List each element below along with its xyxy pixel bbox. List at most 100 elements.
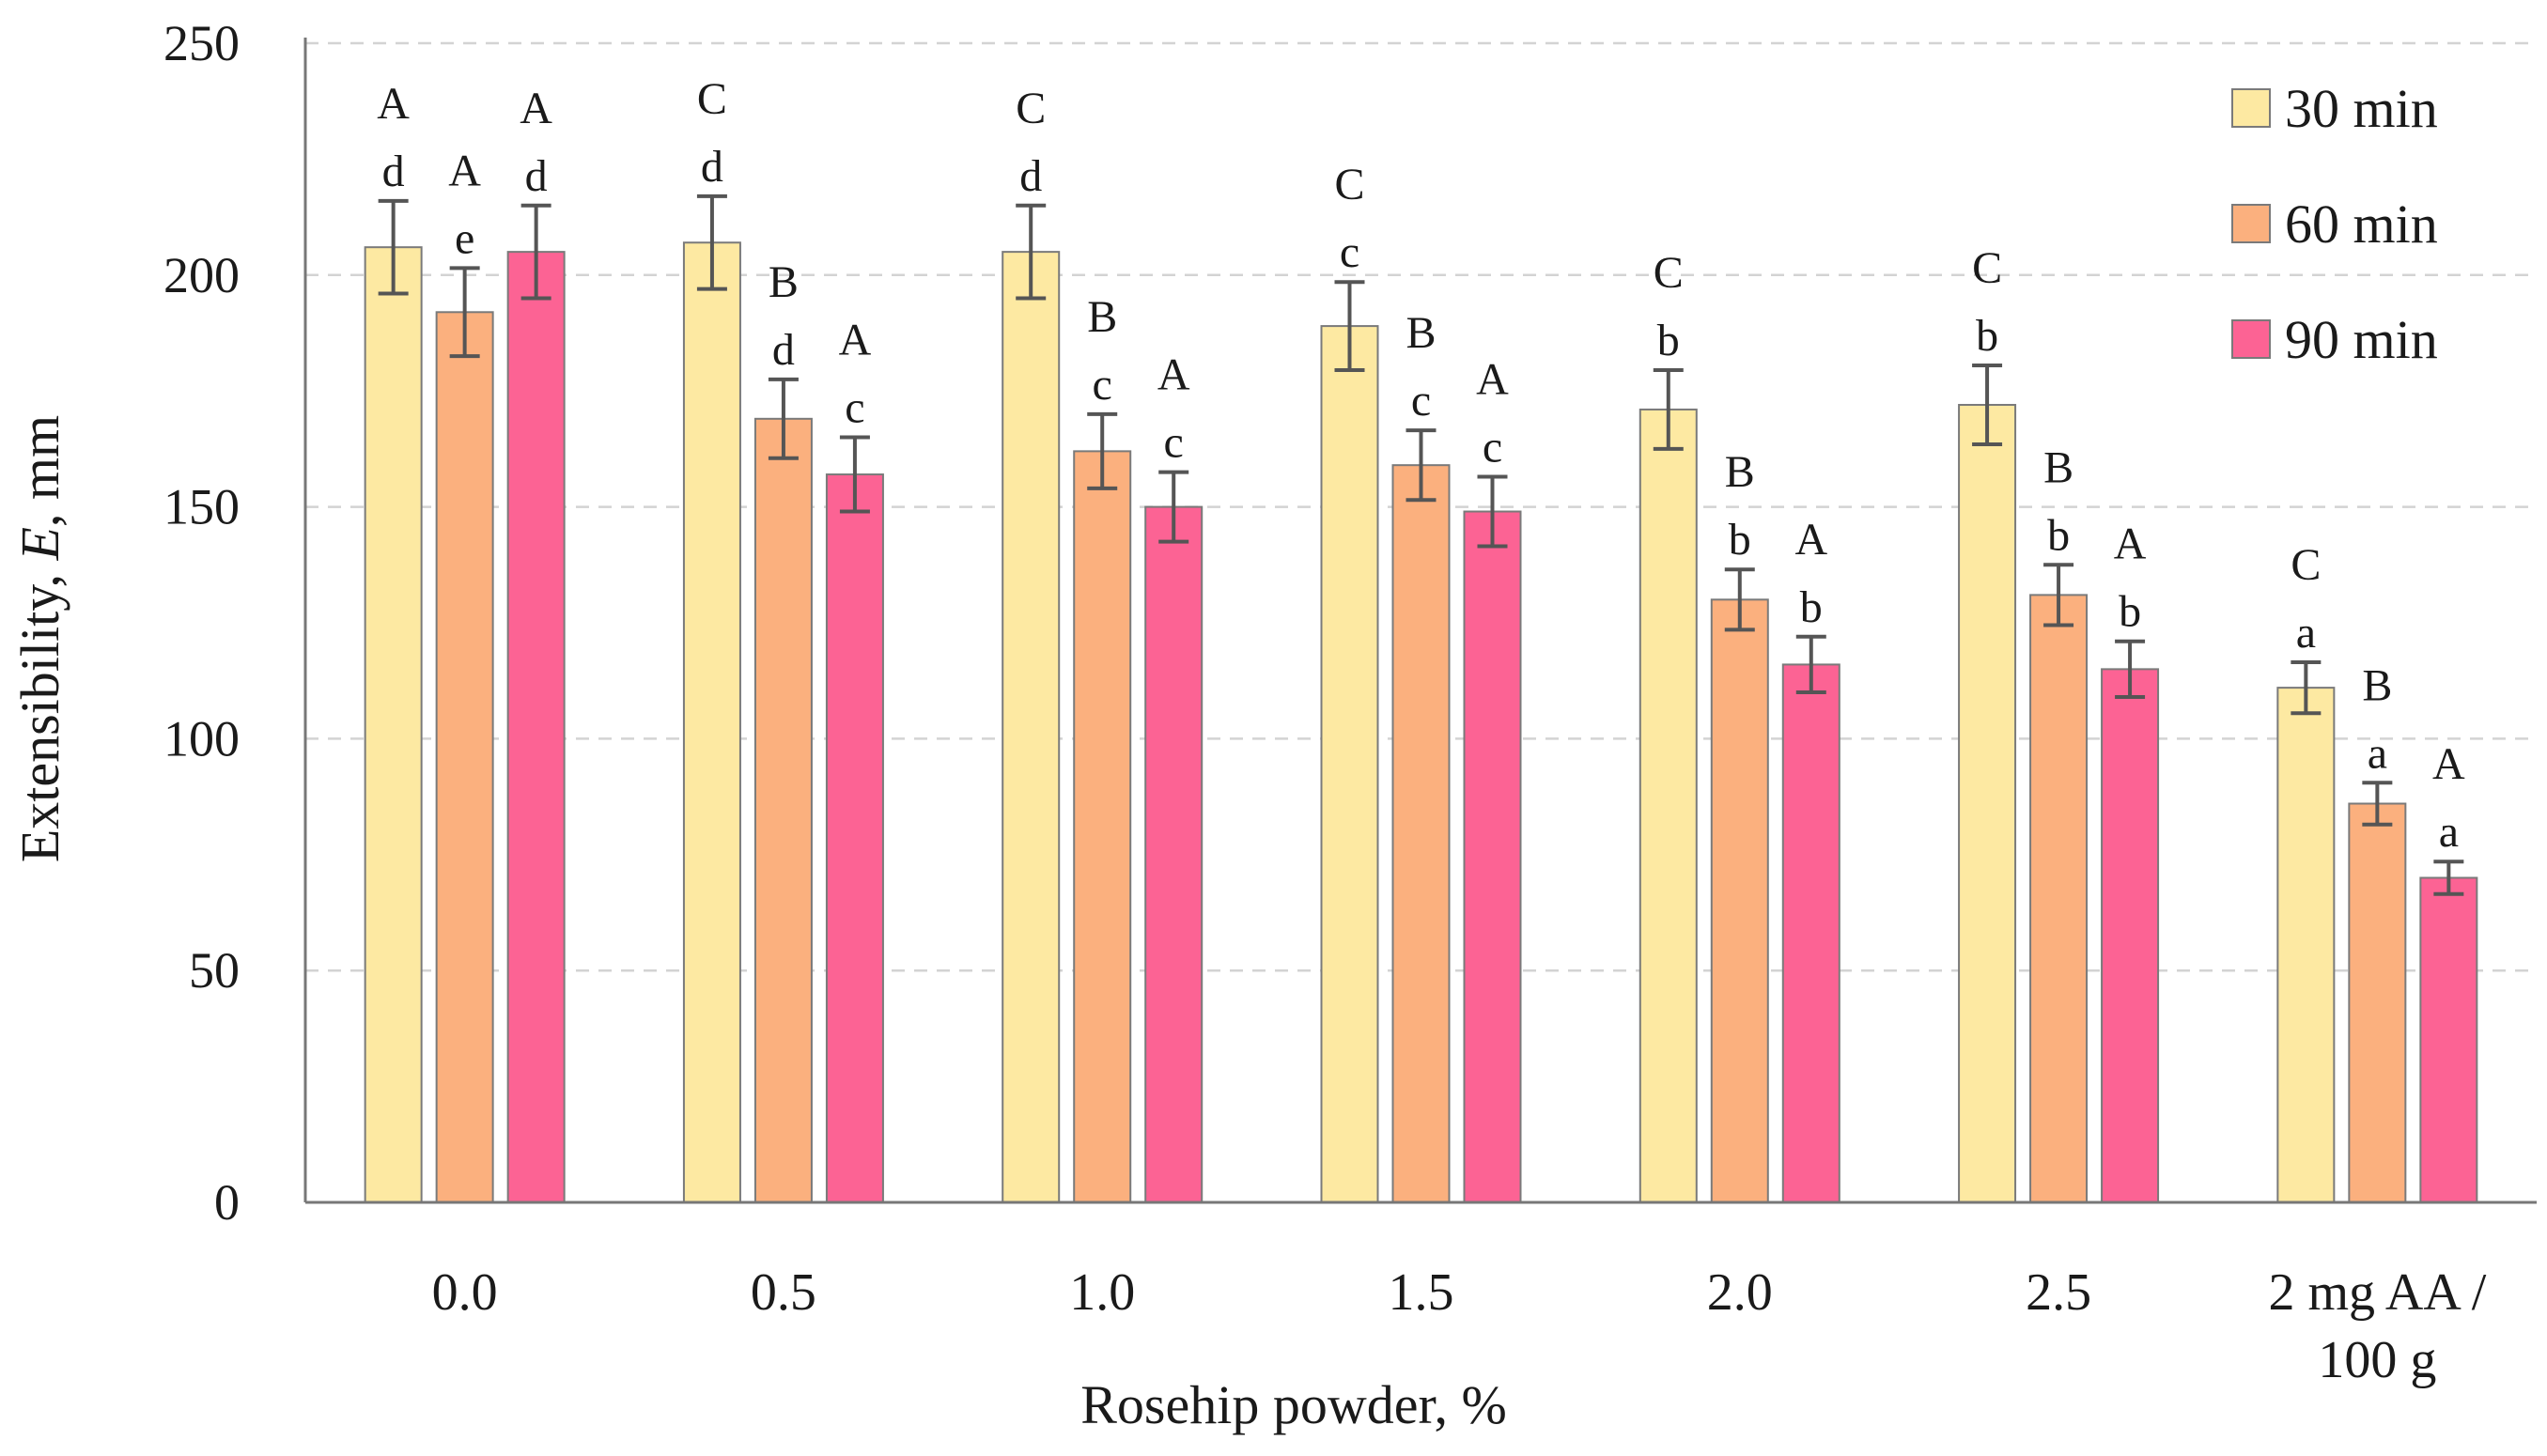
significance-letter-lower: b [2119,587,2141,637]
x-tick-label-line: 100 g [2318,1331,2436,1389]
bar [1320,325,1379,1203]
bar [2276,687,2336,1203]
significance-letter-upper: B [1725,447,1755,497]
bar [506,251,566,1203]
legend-swatch [2231,88,2271,128]
significance-letter-upper: B [769,257,799,307]
bar [753,417,813,1204]
x-axis-title: Rosehip powder, % [1080,1374,1507,1435]
significance-letter-lower: b [1800,582,1823,632]
x-tick-label-line: 1.0 [1069,1263,1135,1322]
significance-letter-lower: c [1411,376,1431,426]
x-category-labels: 0.0 0.5 1.0 1.5 2.0 2.5 2 mg AA / 100 g [432,1263,2487,1389]
significance-letter-upper: B [1087,292,1117,342]
significance-letters: dAdCdCcCbCbCaCeAdBcBcBbBbBaBdAcAcAcAbAbA… [377,74,2465,857]
bar [2419,876,2478,1203]
y-tick-label: 250 [163,15,240,71]
legend-label: 30 min [2285,78,2438,139]
significance-letter-upper: C [1972,243,2002,293]
y-tick-label: 200 [163,247,240,303]
bar [825,473,884,1204]
significance-letter-upper: C [1654,248,1684,298]
significance-letter-lower: d [1019,151,1042,201]
significance-letter-upper: A [448,146,481,195]
significance-letter-lower: b [1976,311,1998,361]
significance-letter-upper: C [1334,160,1364,209]
x-tick-label: 0.5 [751,1263,816,1322]
significance-letter-upper: B [1406,308,1436,358]
significance-letter-lower: d [382,147,405,196]
significance-letter-upper: A [520,84,552,133]
significance-letter-upper: A [1157,350,1190,400]
legend-swatch [2231,319,2271,359]
significance-letter-lower: e [455,213,474,263]
x-tick-label: 1.0 [1069,1263,1135,1322]
x-tick-label: 1.5 [1389,1263,1454,1322]
bar [1781,663,1840,1203]
significance-letter-lower: a [2439,807,2459,857]
significance-letter-upper: A [1794,515,1827,565]
legend-label: 90 min [2285,309,2438,370]
y-axis-title-part: Extensibility, [9,561,70,863]
y-axis-title-variable: E [9,527,70,561]
x-tick-label: 2.0 [1707,1263,1773,1322]
significance-letter-upper: C [1016,84,1046,133]
error-bars [378,194,2464,896]
bar [1002,251,1061,1203]
bar [435,311,494,1203]
bar [1638,408,1698,1204]
significance-letter-upper: B [2362,660,2392,710]
significance-letter-lower: c [1483,423,1502,472]
y-tick-label: 50 [189,942,240,999]
significance-letter-lower: a [2296,608,2316,658]
x-tick-label: 0.0 [432,1263,498,1322]
significance-letter-lower: b [1729,515,1751,565]
legend-label: 60 min [2285,194,2438,255]
significance-letter-lower: d [701,142,723,192]
x-tick-label-line: 0.0 [432,1263,498,1322]
bar [364,246,423,1203]
axes [303,38,2537,1204]
y-axis-title: Extensibility, E, mm [9,415,70,862]
x-tick-label-line: 2 mg AA / [2268,1263,2486,1322]
significance-letter-lower: c [1093,360,1112,410]
bars [364,241,2478,1204]
bar [682,241,741,1203]
y-axis-title-unit: , mm [9,415,70,527]
bar [1958,404,2017,1203]
bar [2029,594,2089,1203]
x-tick-label-line: 0.5 [751,1263,816,1322]
significance-letter-upper: A [839,316,872,365]
bar [1073,450,1132,1204]
y-tick-labels: 0 50 100 150 200 250 [163,15,240,1231]
x-tick-label: 2 mg AA / 100 g [2268,1263,2486,1389]
y-tick-label: 100 [163,710,240,767]
bar [1710,598,1769,1203]
bar [1391,464,1451,1203]
bar [2101,668,2160,1203]
significance-letter-upper: A [2114,519,2147,569]
x-tick-label-line: 2.5 [2026,1263,2091,1322]
x-tick-label: 2.5 [2026,1263,2091,1322]
significance-letter-upper: A [377,79,410,129]
y-tick-label: 0 [214,1174,240,1231]
significance-letter-lower: b [1657,316,1680,365]
y-tick-label: 150 [163,479,240,535]
bar [1463,510,1522,1203]
legend: 30 min 60 min 90 min [2231,78,2438,370]
significance-letter-upper: C [697,74,727,124]
significance-letter-upper: A [2432,739,2465,789]
bar [2348,802,2407,1204]
significance-letter-upper: A [1476,355,1509,405]
x-tick-label-line: 1.5 [1389,1263,1454,1322]
significance-letter-lower: a [2368,728,2387,778]
significance-letter-lower: d [772,325,795,375]
x-tick-label-line: 2.0 [1707,1263,1773,1322]
significance-letter-upper: C [2291,540,2321,590]
significance-letter-lower: c [845,383,864,433]
significance-letter-lower: c [1340,227,1359,277]
bar [1144,505,1204,1203]
legend-swatch [2231,204,2271,243]
significance-letter-upper: B [2043,442,2073,492]
